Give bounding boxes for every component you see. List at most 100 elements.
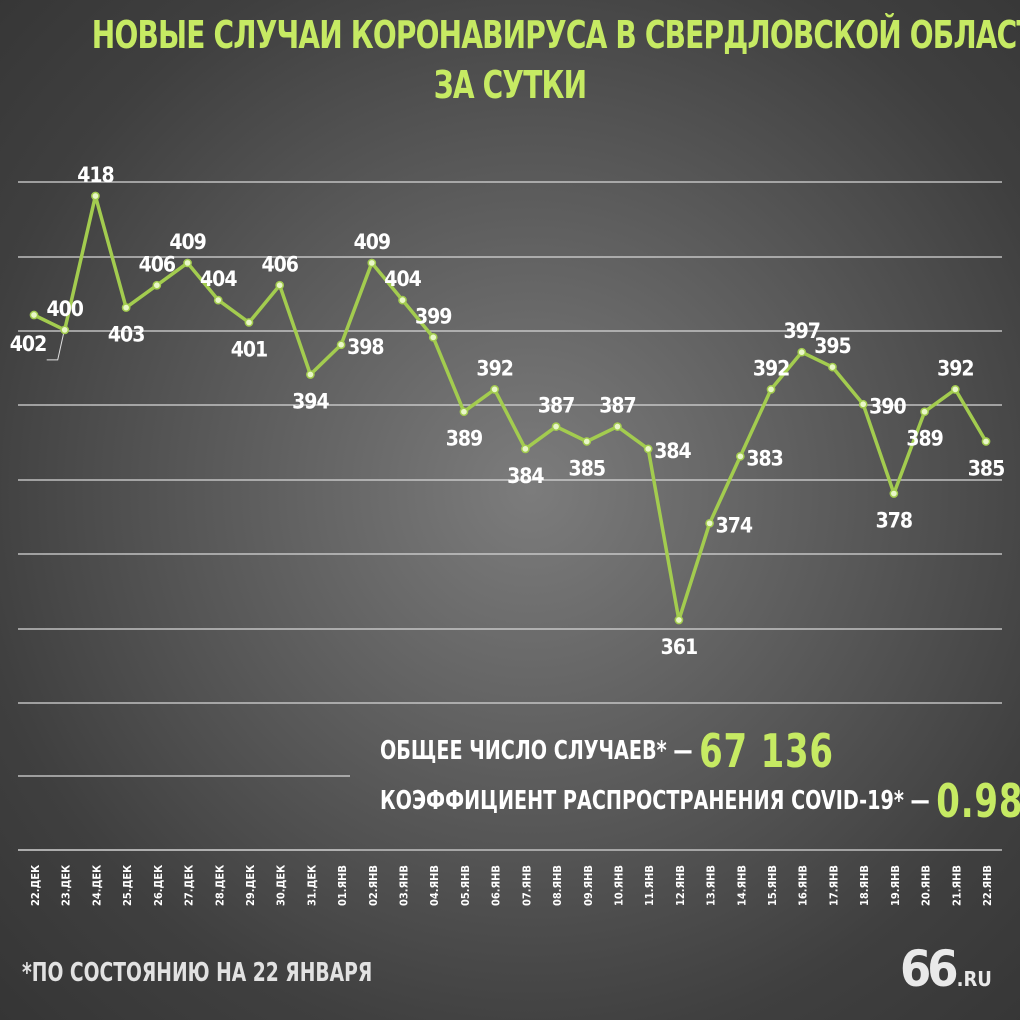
- x-tick-label: 27.ДЕК: [183, 865, 196, 906]
- x-tick-label: 23.ДЕК: [60, 865, 73, 906]
- x-tick-label: 05.ЯНВ: [459, 865, 472, 906]
- data-point: [858, 399, 868, 409]
- data-label: 402: [10, 332, 46, 356]
- data-label: 385: [968, 456, 1004, 480]
- chart-title-line-1: НОВЫЕ СЛУЧАИ КОРОНАВИРУСА В СВЕРДЛОВСКОЙ…: [91, 13, 1020, 57]
- data-point: [705, 518, 714, 528]
- data-point: [213, 295, 223, 305]
- footnote: *ПО СОСТОЯНИЮ НА 22 ЯНВАРЯ: [22, 958, 373, 988]
- total-cases-label: ОБЩЕЕ ЧИСЛО СЛУЧАЕВ* —: [380, 736, 693, 766]
- leader-line: [46, 332, 65, 361]
- spread-rate-value: 0.98: [936, 774, 1020, 828]
- x-tick-label: 13.ЯНВ: [705, 865, 718, 906]
- x-tick-label: 22.ЯНВ: [981, 865, 994, 906]
- x-tick-label: 17.ЯНВ: [827, 865, 840, 906]
- data-label: 395: [814, 334, 850, 358]
- x-tick-label: 11.ЯНВ: [643, 865, 656, 906]
- data-label: 387: [538, 394, 574, 418]
- logo-domain: .RU: [956, 967, 992, 991]
- logo-number: 66: [900, 940, 959, 998]
- data-label: 404: [200, 267, 237, 291]
- data-label: 394: [292, 390, 329, 414]
- data-labels: 4024004184034064094044014063943984094043…: [10, 163, 1005, 659]
- x-tick-label: 06.ЯНВ: [490, 865, 503, 906]
- x-tick-label: 12.ЯНВ: [674, 865, 687, 906]
- data-point: [367, 258, 377, 268]
- data-point: [643, 444, 653, 454]
- data-point: [121, 303, 131, 312]
- data-label: 383: [746, 446, 782, 470]
- x-tick-label: 15.ЯНВ: [766, 865, 779, 906]
- data-point: [490, 385, 499, 394]
- data-point: [336, 340, 346, 350]
- data-point: [428, 332, 438, 342]
- data-label: 384: [654, 439, 691, 463]
- total-cases-value: 67 136: [699, 724, 834, 778]
- data-label: 401: [231, 337, 267, 361]
- x-tick-label: 18.ЯНВ: [858, 865, 871, 906]
- data-label: 392: [476, 356, 512, 380]
- data-label: 390: [869, 394, 906, 418]
- data-label: 409: [169, 230, 205, 254]
- data-label: 392: [937, 356, 973, 380]
- data-point: [950, 385, 960, 394]
- data-point: [29, 310, 39, 320]
- chart-title: НОВЫЕ СЛУЧАИ КОРОНАВИРУСА В СВЕРДЛОВСКОЙ…: [91, 10, 1020, 110]
- x-tick-label: 20.ЯНВ: [920, 865, 933, 906]
- data-point: [828, 362, 837, 372]
- data-points: [29, 191, 991, 625]
- spread-rate-label: КОЭФФИЦИЕНТ РАСПРОСТРАНЕНИЯ COVID-19* —: [380, 786, 930, 816]
- data-label: 378: [876, 509, 912, 533]
- data-label: 406: [139, 252, 176, 276]
- data-label: 392: [753, 356, 789, 380]
- x-tick-label: 30.ДЕК: [275, 865, 288, 906]
- data-point: [91, 191, 100, 201]
- data-label: 384: [507, 464, 544, 488]
- data-label: 404: [384, 267, 421, 291]
- x-tick-label: 14.ЯНВ: [735, 865, 748, 906]
- data-point: [582, 437, 592, 446]
- data-label: 374: [716, 513, 753, 537]
- data-label: 400: [46, 297, 83, 321]
- x-tick-label: 28.ДЕК: [213, 865, 226, 906]
- data-label: 385: [569, 456, 605, 480]
- x-tick-label: 07.ЯНВ: [520, 865, 533, 906]
- x-tick-label: 03.ЯНВ: [398, 865, 411, 906]
- data-label: 409: [354, 230, 390, 254]
- x-tick-label: 16.ЯНВ: [797, 865, 810, 906]
- data-point: [459, 407, 469, 417]
- data-label: 389: [906, 427, 942, 451]
- x-tick-label: 26.ДЕК: [152, 865, 165, 906]
- data-label: 387: [599, 394, 635, 418]
- data-label: 389: [446, 427, 482, 451]
- site-logo: 66 .RU: [900, 940, 992, 998]
- label-leader-lines: [46, 332, 65, 361]
- data-point: [674, 615, 684, 625]
- data-label: 398: [347, 335, 383, 359]
- total-cases-stat: ОБЩЕЕ ЧИСЛО СЛУЧАЕВ* —67 136: [380, 724, 834, 778]
- data-label: 403: [108, 323, 144, 347]
- data-point: [244, 318, 254, 327]
- data-point: [981, 437, 991, 446]
- data-point: [766, 385, 776, 394]
- data-point: [613, 422, 622, 431]
- x-tick-label: 09.ЯНВ: [582, 865, 595, 906]
- x-tick-label: 24.ДЕК: [90, 865, 103, 906]
- x-tick-label: 08.ЯНВ: [551, 865, 564, 906]
- data-point: [889, 489, 899, 498]
- x-tick-label: 02.ЯНВ: [367, 865, 380, 906]
- x-tick-label: 29.ДЕК: [244, 865, 257, 906]
- spread-rate-stat: КОЭФФИЦИЕНТ РАСПРОСТРАНЕНИЯ COVID-19* —0…: [380, 774, 1020, 828]
- data-label: 406: [261, 252, 298, 276]
- x-tick-label: 21.ЯНВ: [950, 865, 963, 906]
- x-tick-label: 31.ДЕК: [305, 865, 318, 906]
- data-label: 397: [784, 319, 820, 343]
- x-tick-label: 04.ЯНВ: [428, 865, 441, 906]
- gridlines: [18, 181, 1002, 851]
- data-point: [152, 280, 162, 290]
- x-tick-label: 10.ЯНВ: [612, 865, 625, 906]
- data-label: 399: [415, 304, 451, 328]
- data-point: [735, 452, 745, 461]
- data-point: [920, 407, 929, 417]
